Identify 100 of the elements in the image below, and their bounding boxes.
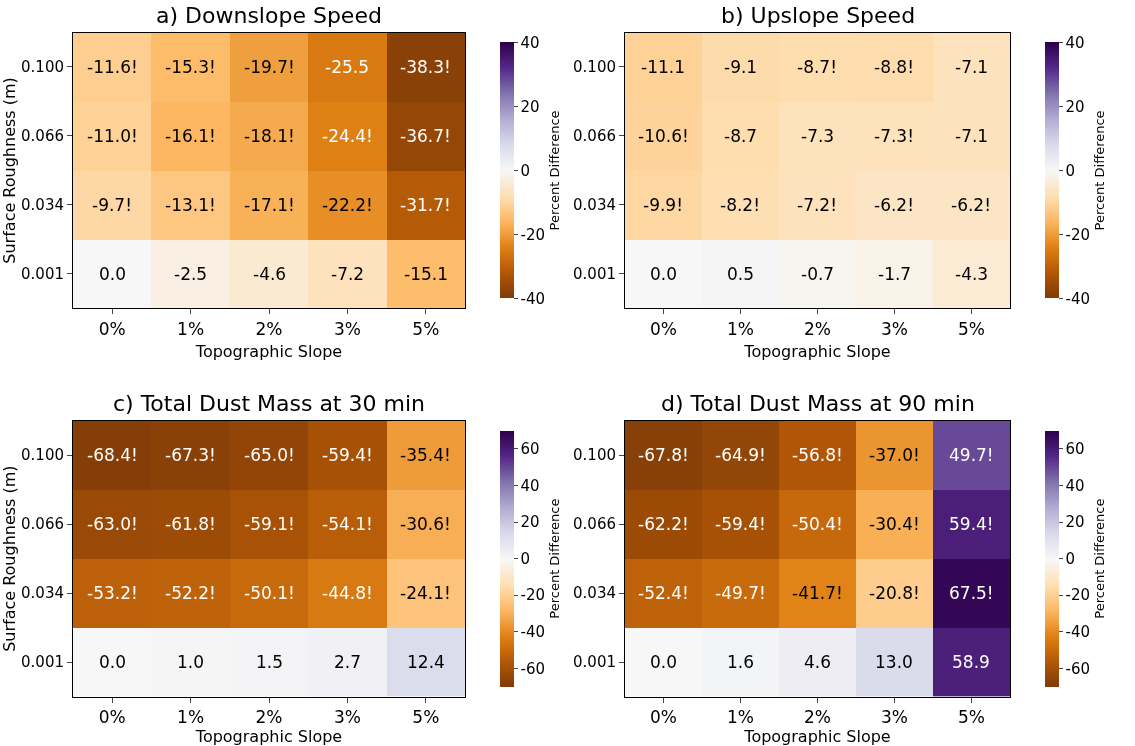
data-label: -50.4! <box>792 514 843 534</box>
x-tick-label: 3% <box>881 706 908 727</box>
x-tick-label: 5% <box>958 706 985 727</box>
y-tick-label: 0.001 <box>573 265 616 284</box>
data-label: 59.4! <box>949 514 994 534</box>
data-label: -30.6! <box>400 514 451 534</box>
data-label: 0.0 <box>99 264 127 284</box>
data-label: -13.1! <box>165 195 216 215</box>
data-label: -62.2! <box>638 514 689 534</box>
data-label: -18.1! <box>244 126 295 146</box>
data-label: -2.5 <box>174 264 208 284</box>
data-label: -7.3! <box>874 126 914 146</box>
data-label: -17.1! <box>244 195 295 215</box>
y-tick-label: 0.100 <box>21 58 64 77</box>
chart-title: b) Upslope Speed <box>721 3 916 28</box>
chart-title: c) Total Dust Mass at 30 min <box>113 391 425 416</box>
data-label: -11.6! <box>87 57 138 77</box>
color-bar-title: Percent Difference <box>1092 498 1107 619</box>
y-tick-label: 0.034 <box>573 196 616 215</box>
data-label: -49.7! <box>715 583 766 603</box>
data-label: 2.7 <box>334 652 362 672</box>
y-tick-label: 0.066 <box>573 515 616 534</box>
data-label: -7.2! <box>797 195 837 215</box>
x-axis-title: Topographic Slope <box>743 727 891 746</box>
x-tick-label: 0% <box>98 706 126 727</box>
x-tick-label: 5% <box>412 706 440 727</box>
data-label: -31.7! <box>400 195 451 215</box>
color-bar-label: -20 <box>1065 225 1090 244</box>
data-label: -59.4! <box>715 514 766 534</box>
data-label: -52.2! <box>165 583 216 603</box>
y-tick-label: 0.001 <box>21 265 64 284</box>
y-tick-label: 0.100 <box>21 446 64 465</box>
x-tick-label: 0% <box>650 706 677 727</box>
data-label: 1.6 <box>727 652 755 672</box>
data-label: -19.7! <box>244 57 295 77</box>
color-bar-title: Percent Difference <box>547 498 562 619</box>
data-label: -24.1! <box>400 583 451 603</box>
x-tick-label: 2% <box>804 318 831 339</box>
data-label: -0.7 <box>801 264 835 284</box>
data-label: -56.8! <box>792 445 843 465</box>
data-label: -11.0! <box>87 126 138 146</box>
color-bar-label: -60 <box>1065 659 1090 678</box>
data-label: 0.0 <box>650 264 678 284</box>
data-label: -50.1! <box>244 583 295 603</box>
data-label: -61.8! <box>165 514 216 534</box>
data-label: -41.7! <box>792 583 843 603</box>
data-label: -4.6 <box>253 264 287 284</box>
x-axis-title: Topographic Slope <box>194 727 343 746</box>
color-bar-label: 20 <box>520 97 540 116</box>
data-label: -8.7 <box>724 126 758 146</box>
data-label: -22.2! <box>322 195 373 215</box>
data-label: 1.5 <box>256 652 284 672</box>
data-label: -64.9! <box>715 445 766 465</box>
data-label: -7.3 <box>801 126 835 146</box>
data-label: -16.1! <box>165 126 216 146</box>
color-bar-label: 40 <box>520 33 540 52</box>
chart-title: d) Total Dust Mass at 90 min <box>661 391 975 416</box>
x-tick-label: 2% <box>255 706 283 727</box>
data-label: -24.4! <box>322 126 373 146</box>
data-label: -68.4! <box>87 445 138 465</box>
x-tick-label: 1% <box>177 706 205 727</box>
color-bar-label: -40 <box>520 289 545 308</box>
x-tick-label: 5% <box>958 318 985 339</box>
y-axis-title: Surface Roughness (m) <box>0 465 19 652</box>
x-tick-label: 0% <box>98 318 126 339</box>
data-label: -6.2! <box>874 195 914 215</box>
color-bar-label: -20 <box>520 225 545 244</box>
color-bar-label: 0 <box>1065 161 1076 180</box>
data-label: -9.1 <box>724 57 758 77</box>
y-tick-label: 0.066 <box>21 515 64 534</box>
data-label: 67.5! <box>949 583 994 603</box>
data-label: -44.8! <box>322 583 373 603</box>
data-label: -36.7! <box>400 126 451 146</box>
data-label: -63.0! <box>87 514 138 534</box>
data-label: 0.5 <box>727 264 755 284</box>
x-axis-title: Topographic Slope <box>194 342 343 362</box>
y-tick-label: 0.034 <box>21 584 64 603</box>
data-label: -15.3! <box>165 57 216 77</box>
color-bar-title: Percent Difference <box>547 110 562 231</box>
data-label: 1.0 <box>177 652 205 672</box>
color-bar-label: -40 <box>1065 623 1090 642</box>
color-bar-label: 60 <box>520 440 540 459</box>
data-label: -15.1 <box>404 264 448 284</box>
y-tick-label: 0.034 <box>573 584 616 603</box>
data-label: 0.0 <box>650 652 678 672</box>
x-axis-title: Topographic Slope <box>743 342 891 362</box>
data-label: -38.3! <box>400 57 451 77</box>
data-label: 12.4 <box>407 652 445 672</box>
data-label: -54.1! <box>322 514 373 534</box>
data-label: -67.3! <box>165 445 216 465</box>
y-axis-title: Surface Roughness (m) <box>0 77 19 264</box>
y-tick-label: 0.001 <box>573 653 616 672</box>
y-tick-label: 0.066 <box>573 127 616 146</box>
x-tick-label: 1% <box>727 318 754 339</box>
data-label: -11.1 <box>641 57 685 77</box>
data-label: -59.1! <box>244 514 295 534</box>
data-label: -20.8! <box>869 583 920 603</box>
color-bar-label: 60 <box>1065 440 1085 459</box>
x-tick-label: 2% <box>804 706 831 727</box>
data-label: 13.0 <box>875 652 913 672</box>
